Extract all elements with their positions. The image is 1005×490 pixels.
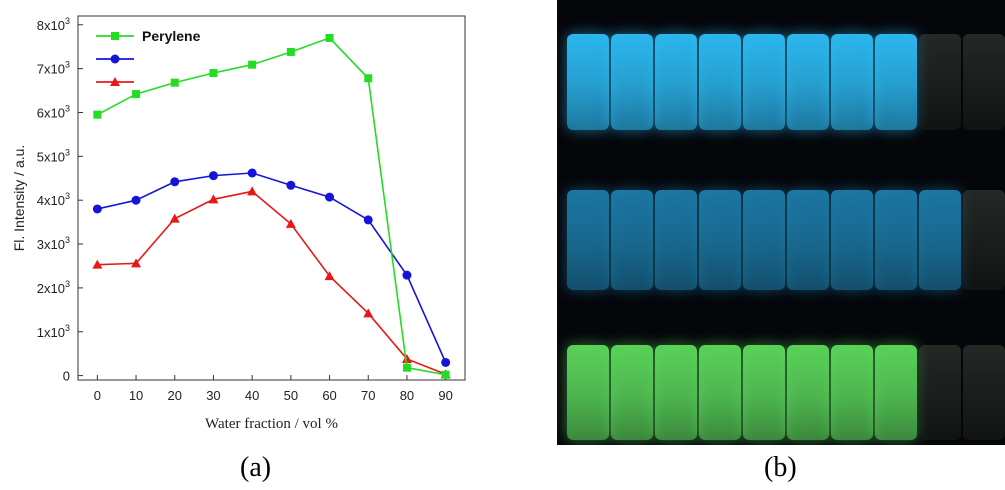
data-point — [402, 270, 412, 280]
data-point — [92, 204, 102, 214]
x-axis-title: Water fraction / vol % — [205, 416, 338, 432]
blue-row-vial — [567, 34, 609, 130]
dim-blue-row-vial — [699, 190, 741, 290]
x-tick-label: 40 — [245, 388, 259, 403]
x-tick-label: 0 — [94, 388, 101, 403]
green-row-vial — [655, 345, 697, 440]
blue-row-vial — [963, 34, 1005, 130]
data-point — [248, 60, 257, 69]
green-row-vial — [875, 345, 917, 440]
blue-row-vial — [611, 34, 653, 130]
x-axis: 0 10 20 30 40 50 60 70 80 90 — [94, 375, 453, 403]
y-tick-label: 7x103 — [37, 60, 70, 77]
data-point — [441, 357, 451, 367]
blue-row-vial — [919, 34, 961, 130]
data-point — [325, 33, 334, 42]
legend-marker — [110, 54, 120, 64]
x-tick-label: 30 — [206, 388, 220, 403]
data-point — [131, 195, 141, 205]
dim-blue-row-vial — [831, 190, 873, 290]
series-layer — [92, 33, 451, 379]
y-tick-label: 1x103 — [37, 323, 70, 340]
dim-blue-row-vial — [567, 190, 609, 290]
data-point — [324, 271, 335, 281]
green-row-vial — [699, 345, 741, 440]
x-tick-label: 90 — [438, 388, 452, 403]
x-tick-label: 80 — [400, 388, 414, 403]
data-point — [209, 69, 218, 78]
blue-row-vial — [875, 34, 917, 130]
dim-blue-row-vial — [919, 190, 961, 290]
green-row-vial — [831, 345, 873, 440]
series-circle — [92, 168, 451, 367]
legend-marker — [111, 32, 119, 40]
y-tick-label: 3x103 — [37, 235, 70, 252]
blue-row-vial — [655, 34, 697, 130]
green-row-vial — [611, 345, 653, 440]
y-tick-label: 6x103 — [37, 103, 70, 120]
series-line — [96, 36, 446, 376]
x-tick-label: 50 — [284, 388, 298, 403]
data-point — [363, 308, 374, 318]
dim-blue-row-vial — [743, 190, 785, 290]
green-row-vial — [919, 345, 961, 440]
data-point — [132, 90, 141, 99]
series-triangle — [92, 186, 451, 379]
series-line — [97, 172, 447, 363]
data-point — [92, 259, 103, 269]
data-point — [363, 215, 373, 225]
panel-label-a: (a) — [240, 452, 272, 483]
data-point — [286, 47, 295, 56]
x-tick-label: 20 — [168, 388, 182, 403]
green-row-vial — [963, 345, 1005, 440]
green-row-vial — [567, 345, 609, 440]
data-point — [402, 363, 411, 372]
dim-blue-row-vial — [787, 190, 829, 290]
dim-blue-row-vial — [875, 190, 917, 290]
panel-label-b: (b) — [764, 452, 797, 483]
data-point — [131, 258, 142, 268]
series-line — [97, 190, 446, 376]
data-point — [325, 192, 335, 202]
legend-marker — [110, 77, 120, 86]
data-point — [208, 171, 218, 181]
data-point — [169, 213, 180, 223]
dim-blue-row-vial — [963, 190, 1005, 290]
data-point — [401, 353, 412, 363]
x-tick-label: 60 — [322, 388, 336, 403]
dim-blue-row-vial — [611, 190, 653, 290]
data-point — [208, 194, 219, 204]
data-point — [93, 110, 102, 119]
data-point — [170, 177, 180, 187]
legend: Perylene — [96, 28, 201, 86]
y-tick-label: 5x103 — [37, 147, 70, 164]
plot-frame — [77, 15, 466, 381]
x-tick-label: 10 — [129, 388, 143, 403]
data-point — [286, 180, 296, 190]
dim-blue-row-vial — [655, 190, 697, 290]
data-point — [364, 74, 373, 83]
line-chart: 0 1x103 2x103 3x103 4x103 5x103 6x103 7x103 8x10… — [11, 15, 466, 432]
data-point — [441, 370, 450, 379]
y-tick-label: 4x103 — [37, 191, 70, 208]
series-square — [93, 33, 450, 379]
x-tick-label: 70 — [361, 388, 375, 403]
green-row-vial — [787, 345, 829, 440]
blue-row-vial — [743, 34, 785, 130]
y-tick-label: 2x103 — [37, 279, 70, 296]
y-axis: 0 1x103 2x103 3x103 4x103 5x103 6x103 7x103 8x10… — [37, 16, 83, 384]
blue-row-vial — [831, 34, 873, 130]
y-tick-label: 8x103 — [37, 16, 70, 33]
data-point — [170, 78, 179, 87]
blue-row-vial — [699, 34, 741, 130]
y-tick-label: 0 — [63, 369, 70, 384]
legend-label: Perylene — [142, 28, 201, 44]
y-axis-title: Fl. Intensity / a.u. — [11, 145, 27, 252]
vial-photo — [557, 0, 1005, 445]
data-point — [285, 218, 296, 228]
green-row-vial — [743, 345, 785, 440]
data-point — [247, 168, 257, 178]
data-point — [247, 186, 258, 196]
blue-row-vial — [787, 34, 829, 130]
